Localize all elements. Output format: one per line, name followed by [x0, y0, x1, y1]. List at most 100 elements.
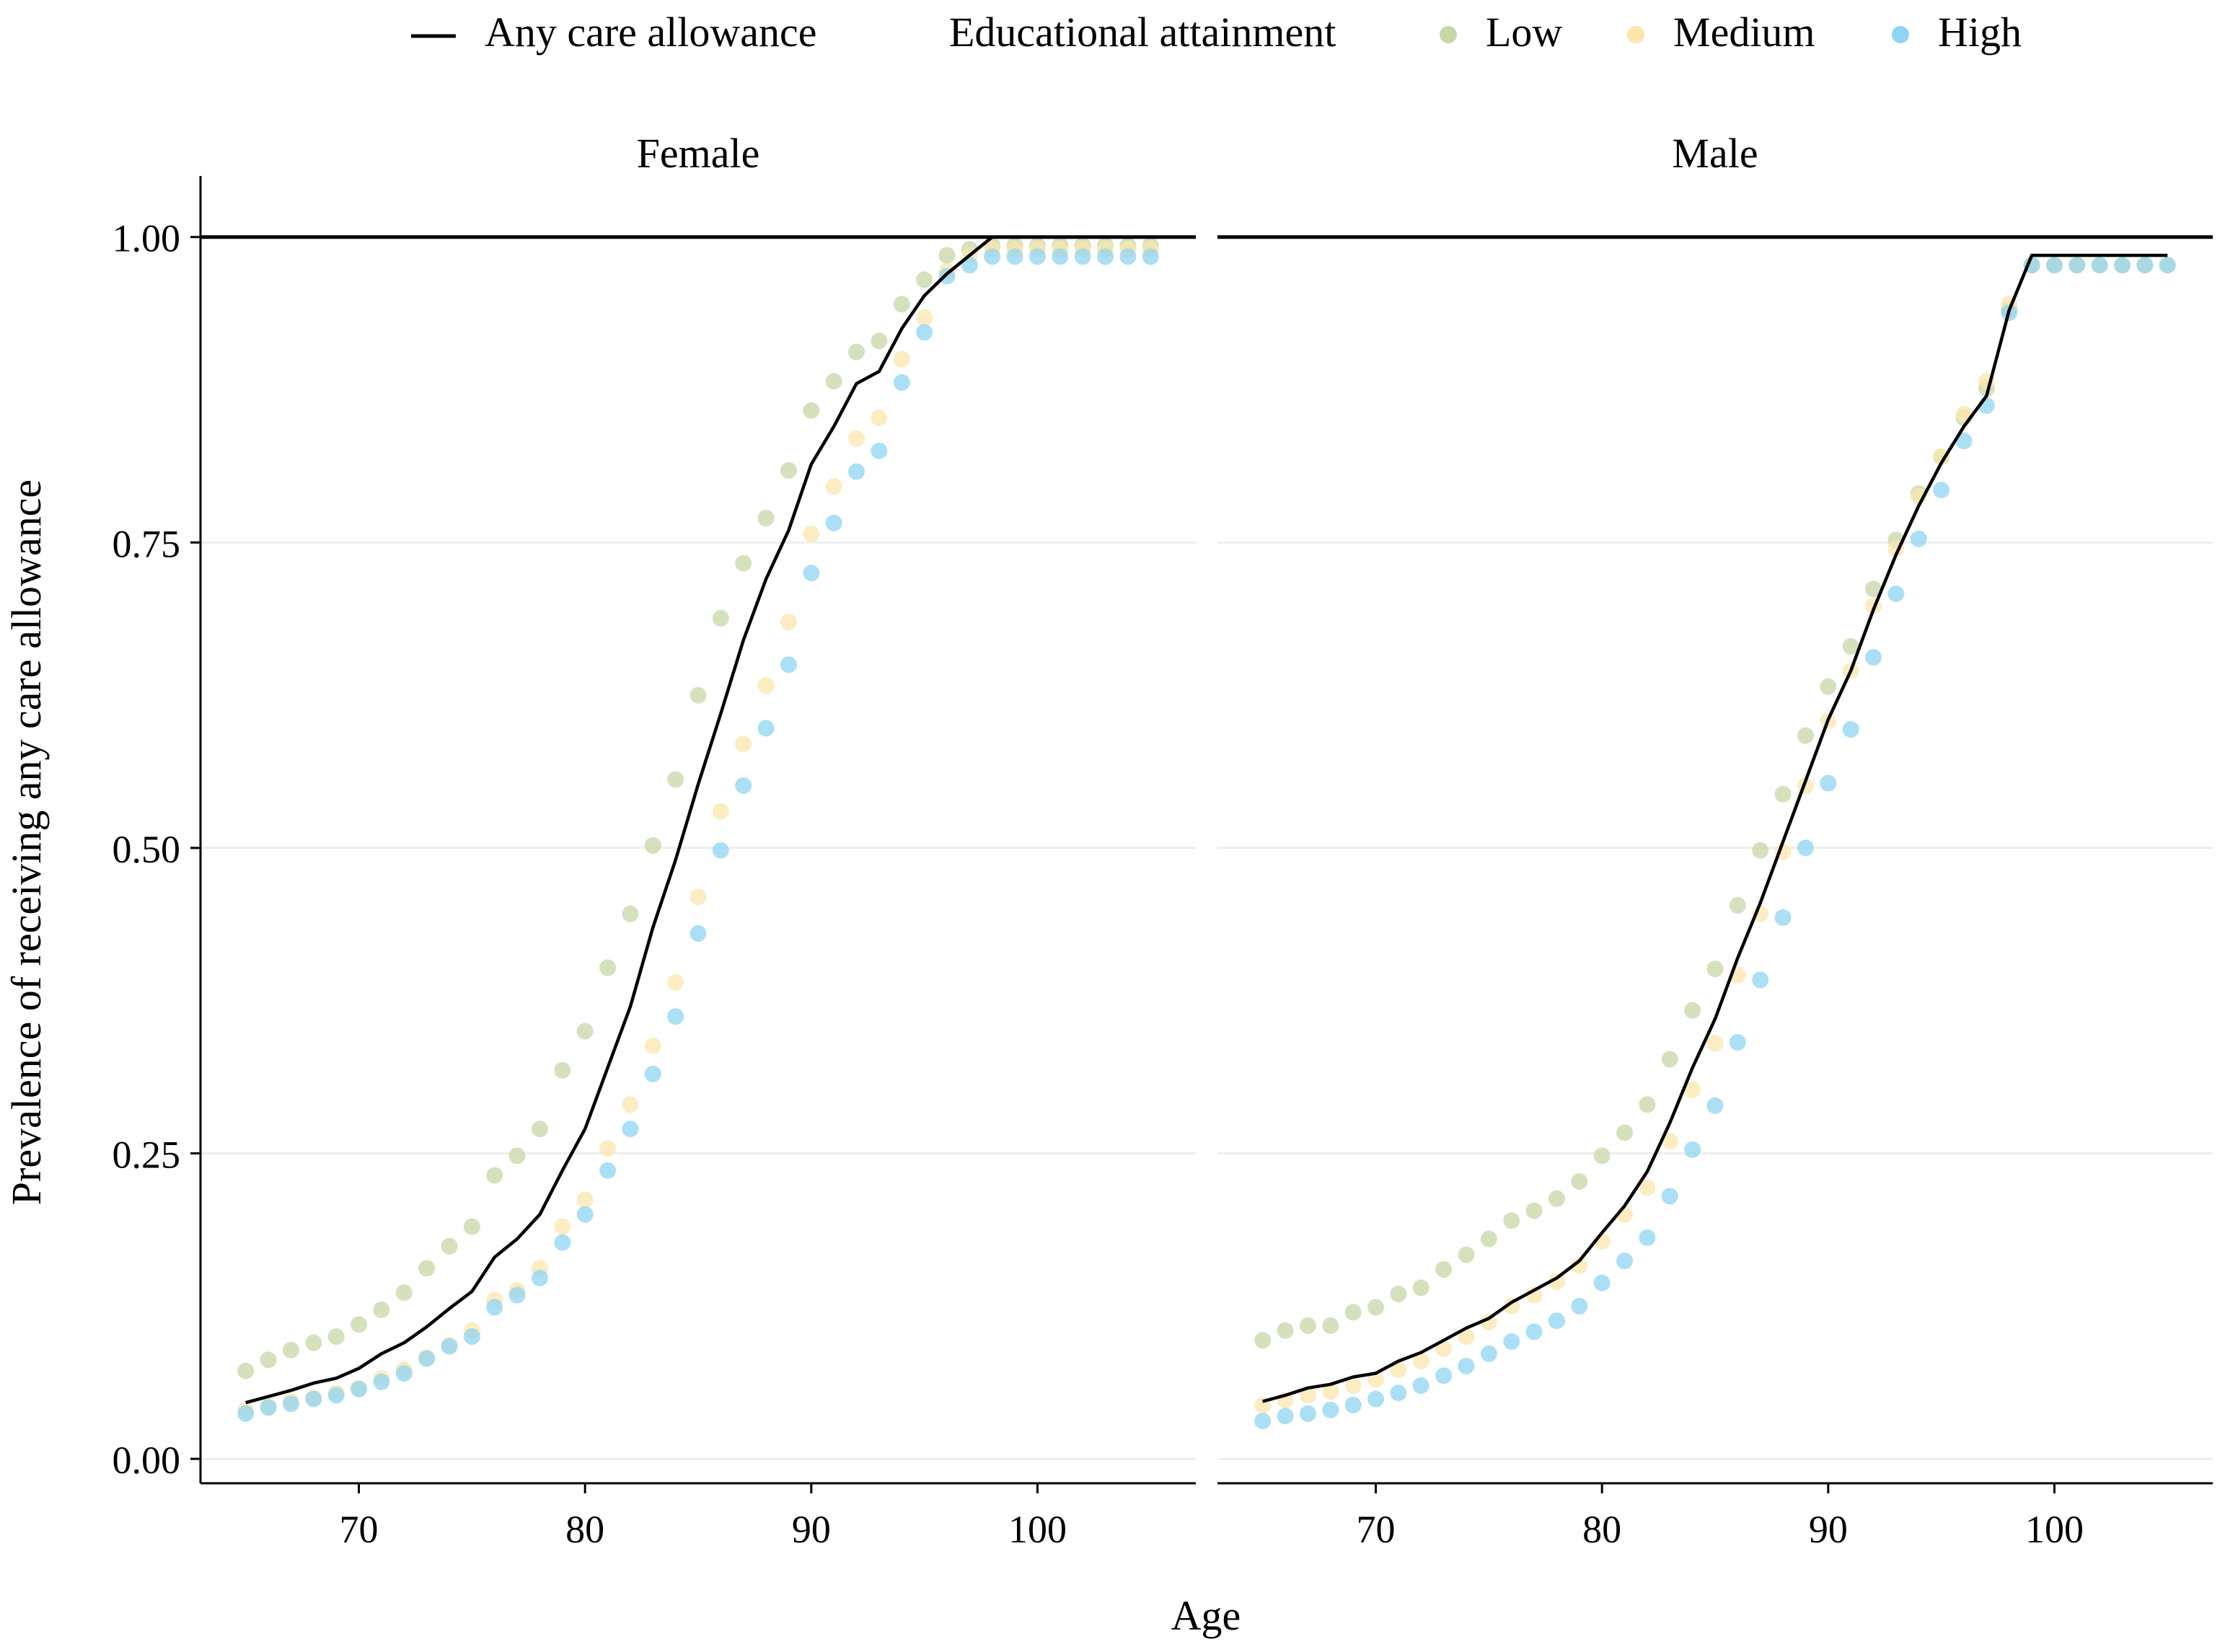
data-point-low — [1706, 960, 1724, 978]
data-point-low — [1661, 1051, 1678, 1068]
data-point-low — [1435, 1260, 1453, 1278]
data-point-low — [463, 1218, 480, 1235]
data-point-high — [712, 842, 729, 859]
data-point-medium — [554, 1218, 571, 1235]
data-point-high — [1390, 1384, 1407, 1402]
data-point-high — [1933, 481, 1950, 498]
data-point-high — [1254, 1413, 1272, 1430]
data-point-high — [1774, 909, 1792, 926]
series-medium — [237, 241, 1159, 1418]
y-axis: 0.00 0.25 0.50 0.75 1.00 — [113, 176, 202, 1483]
series-high — [1254, 257, 2176, 1430]
data-point-high — [1820, 774, 1837, 792]
data-point-high — [1119, 248, 1137, 265]
data-point-high — [486, 1299, 503, 1316]
x-tick-label: 70 — [340, 1508, 379, 1551]
data-point-low — [893, 296, 910, 313]
data-point-low — [780, 461, 797, 479]
y-tick-label: 0.75 — [113, 522, 181, 565]
data-point-medium — [644, 1037, 661, 1054]
data-point-low — [1729, 897, 1746, 914]
data-point-high — [689, 925, 707, 942]
data-point-high — [1639, 1229, 1656, 1246]
data-point-medium — [1435, 1340, 1453, 1358]
data-point-high — [1322, 1401, 1339, 1418]
data-point-medium — [757, 677, 775, 694]
data-point-high — [1593, 1274, 1611, 1291]
data-point-low — [667, 771, 684, 788]
data-point-low — [305, 1334, 322, 1351]
data-point-high — [1729, 1033, 1746, 1051]
data-point-low — [351, 1316, 368, 1333]
x-tick-label: 70 — [1357, 1508, 1396, 1551]
data-point-high — [2159, 257, 2176, 274]
series-low — [237, 237, 1159, 1379]
data-point-high — [1525, 1323, 1543, 1340]
data-point-low — [576, 1022, 594, 1040]
data-point-high — [961, 257, 978, 274]
data-point-high — [1480, 1345, 1497, 1362]
data-point-high — [1887, 585, 1905, 602]
x-tick-label: 100 — [1008, 1508, 1067, 1551]
data-point-low — [1684, 1002, 1701, 1019]
data-point-medium — [712, 803, 729, 820]
x-tick-label: 100 — [2025, 1508, 2084, 1551]
data-point-low — [1752, 842, 1769, 859]
data-point-low — [916, 271, 933, 288]
data-point-high — [1842, 721, 1859, 738]
data-point-high — [667, 1008, 684, 1025]
data-point-low — [622, 905, 639, 922]
data-point-high — [1661, 1188, 1678, 1205]
data-point-low — [803, 402, 820, 419]
data-point-high — [2091, 257, 2108, 274]
data-point-low — [689, 686, 707, 704]
data-point-high — [2068, 257, 2086, 274]
legend-key-high — [1892, 26, 1909, 43]
data-point-medium — [1933, 449, 1950, 466]
data-point-low — [1458, 1246, 1475, 1263]
legend-label-medium: Medium — [1673, 9, 1815, 56]
data-point-high — [508, 1286, 526, 1304]
data-point-high — [1865, 649, 1882, 666]
data-point-high — [373, 1373, 390, 1390]
data-point-medium — [1299, 1387, 1316, 1404]
data-point-medium — [848, 430, 865, 447]
data-point-low — [1865, 580, 1882, 598]
data-point-low — [1254, 1332, 1272, 1349]
legend: Any care allowance Educational attainmen… — [411, 9, 2022, 56]
data-point-high — [531, 1269, 548, 1286]
data-point-medium — [1706, 1035, 1724, 1052]
data-point-low — [1299, 1317, 1316, 1334]
data-point-high — [2045, 257, 2063, 274]
data-point-medium — [916, 309, 933, 327]
data-point-medium — [667, 973, 684, 991]
data-point-high — [780, 656, 797, 673]
x-tick-label: 80 — [1582, 1508, 1621, 1551]
x-tick-label: 80 — [565, 1508, 604, 1551]
data-point-high — [395, 1365, 413, 1382]
panel-title-male: Male — [1672, 130, 1758, 177]
legend-label-high: High — [1938, 9, 2022, 56]
data-point-low — [395, 1284, 413, 1302]
data-point-low — [1797, 727, 1814, 744]
data-point-high — [622, 1121, 639, 1138]
any-care-allowance-line — [1262, 253, 2168, 1403]
data-point-high — [554, 1234, 571, 1251]
x-axis-female: 70 80 90 100 — [201, 1482, 1196, 1551]
data-point-high — [260, 1399, 277, 1416]
data-point-low — [1639, 1096, 1656, 1113]
panel-female-lines — [201, 235, 1196, 1405]
data-point-low — [1820, 678, 1837, 695]
data-point-medium — [893, 350, 910, 368]
data-point-high — [1097, 248, 1114, 265]
data-point-high — [735, 777, 752, 795]
data-point-medium — [1480, 1313, 1497, 1330]
legend-title: Educational attainment — [949, 9, 1336, 56]
y-tick-label: 1.00 — [113, 217, 181, 260]
data-point-high — [1028, 248, 1046, 265]
data-point-medium — [1548, 1273, 1565, 1290]
data-point-high — [1797, 839, 1814, 857]
data-point-high — [1458, 1357, 1475, 1374]
data-point-high — [599, 1162, 617, 1179]
data-point-high — [1367, 1390, 1385, 1408]
